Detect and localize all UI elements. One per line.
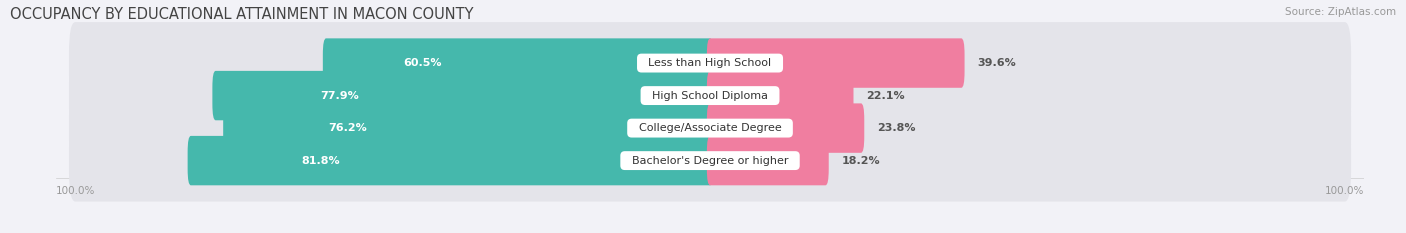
Text: 81.8%: 81.8%	[301, 156, 340, 166]
FancyBboxPatch shape	[69, 120, 1351, 202]
FancyBboxPatch shape	[707, 103, 865, 153]
Text: 39.6%: 39.6%	[977, 58, 1017, 68]
FancyBboxPatch shape	[69, 87, 1351, 169]
Text: 60.5%: 60.5%	[402, 58, 441, 68]
Text: 18.2%: 18.2%	[841, 156, 880, 166]
FancyBboxPatch shape	[224, 103, 713, 153]
FancyBboxPatch shape	[69, 55, 1351, 137]
Text: 23.8%: 23.8%	[877, 123, 915, 133]
Text: OCCUPANCY BY EDUCATIONAL ATTAINMENT IN MACON COUNTY: OCCUPANCY BY EDUCATIONAL ATTAINMENT IN M…	[10, 7, 474, 22]
FancyBboxPatch shape	[707, 136, 828, 185]
FancyBboxPatch shape	[187, 136, 713, 185]
FancyBboxPatch shape	[323, 38, 713, 88]
Text: High School Diploma: High School Diploma	[645, 91, 775, 101]
FancyBboxPatch shape	[707, 38, 965, 88]
Text: 22.1%: 22.1%	[866, 91, 905, 101]
Text: Source: ZipAtlas.com: Source: ZipAtlas.com	[1285, 7, 1396, 17]
Text: College/Associate Degree: College/Associate Degree	[631, 123, 789, 133]
FancyBboxPatch shape	[69, 22, 1351, 104]
Text: Less than High School: Less than High School	[641, 58, 779, 68]
Text: 77.9%: 77.9%	[319, 91, 359, 101]
FancyBboxPatch shape	[212, 71, 713, 120]
Text: 76.2%: 76.2%	[328, 123, 367, 133]
Text: Bachelor's Degree or higher: Bachelor's Degree or higher	[624, 156, 796, 166]
FancyBboxPatch shape	[707, 71, 853, 120]
